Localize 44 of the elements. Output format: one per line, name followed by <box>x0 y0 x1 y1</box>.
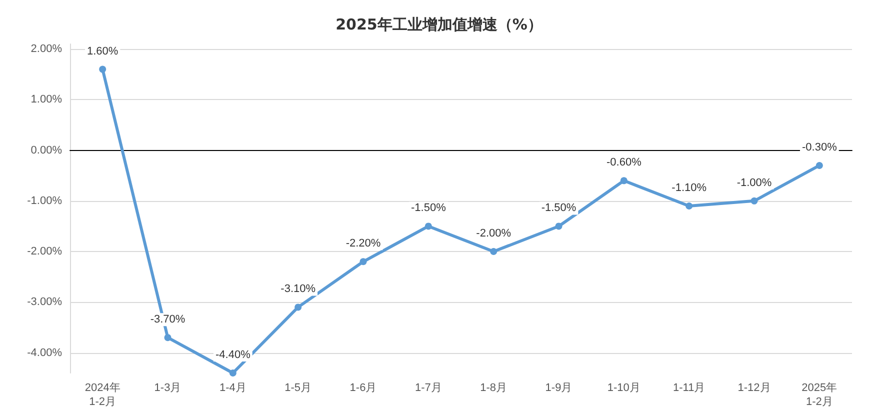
point <box>555 222 562 230</box>
point <box>620 177 628 184</box>
x-tick-label: 1-9月 <box>545 382 572 394</box>
y-tick-label: 2.00% <box>30 43 62 56</box>
data-label: -0.60% <box>606 156 642 169</box>
point <box>99 66 106 73</box>
chart-title: 2025年工业增加值增速（%） <box>336 16 542 34</box>
point <box>750 197 758 204</box>
point <box>164 334 172 342</box>
x-tick-label: 1-6月 <box>350 382 377 394</box>
x-tick-label: 1-3月 <box>154 382 182 394</box>
y-tick-label: 0.00% <box>30 144 62 156</box>
x-tick-label: 1-7月 <box>414 382 442 394</box>
data-label: -1.10% <box>672 182 707 194</box>
point <box>294 304 302 311</box>
point <box>686 202 693 210</box>
data-label: -1.00% <box>736 176 772 189</box>
point <box>229 370 236 376</box>
y-tick-label: -3.00% <box>27 296 62 308</box>
point <box>424 222 432 230</box>
y-tick-label: -4.00% <box>27 346 62 359</box>
data-label: -2.20% <box>346 238 381 250</box>
data-label: -0.30% <box>802 141 838 154</box>
point <box>816 162 823 169</box>
x-tick-label: 1-8月 <box>480 382 508 394</box>
data-label: -3.70% <box>150 314 186 326</box>
x-tick-label: 1-10月 <box>607 382 640 394</box>
point <box>360 258 367 266</box>
data-label: -1.50% <box>410 202 446 214</box>
y-tick-label: 1.00% <box>30 94 62 106</box>
x-tick-label: 1-4月 <box>219 382 246 394</box>
x-tick-label: 2024年 1-2月 <box>84 382 120 408</box>
point <box>490 248 498 256</box>
data-label: -2.00% <box>476 228 512 240</box>
x-tick-label: 1-5月 <box>284 382 312 394</box>
data-label: -3.10% <box>280 283 316 296</box>
y-tick-label: -1.00% <box>27 194 62 207</box>
x-tick-label: 2025年 1-2月 <box>802 382 838 408</box>
data-label: 1.60% <box>86 45 118 58</box>
x-tick-label: 1-12月 <box>738 382 771 394</box>
data-label: -1.50% <box>541 202 576 214</box>
data-label: -4.40% <box>215 349 251 361</box>
x-tick-label: 1-11月 <box>672 382 706 394</box>
y-tick-label: -2.00% <box>27 246 62 258</box>
